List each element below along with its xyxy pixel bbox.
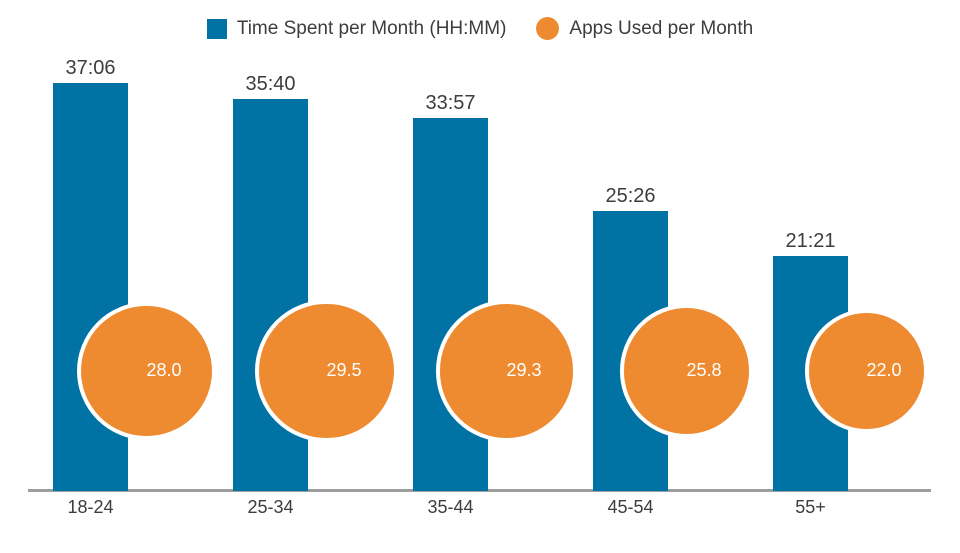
x-axis-label: 55+ [795,497,826,517]
bar-value-label: 33:57 [425,92,476,114]
bubble-value-label: 22.0 [866,360,902,381]
apps-bubble: 29.5 [255,299,398,443]
x-axis-label: 35-44 [427,497,474,517]
bubble-value-label: 29.3 [506,360,542,381]
legend-item-time-spent: Time Spent per Month (HH:MM) [206,17,507,40]
x-axis-label: 45-54 [607,497,654,517]
bubble-value-label: 28.0 [146,360,182,381]
bubble-value-label: 25.8 [686,360,722,381]
bar-series-swatch-icon [206,18,227,39]
bar-value-label: 25:26 [605,185,656,207]
bubble-series-swatch-icon [536,17,560,40]
bubble-value-label: 29.5 [326,360,362,381]
apps-bubble: 25.8 [619,304,754,438]
x-axis-label: 18-24 [67,497,114,517]
apps-bubble: 22.0 [804,309,929,433]
legend-item-apps-used: Apps Used per Month [536,17,753,40]
x-axis-label: 25-34 [247,497,294,517]
bar-value-label: 35:40 [245,73,296,95]
bar-value-label: 21:21 [785,230,836,252]
bar-value-label: 37:06 [65,57,116,79]
legend-label-time-spent: Time Spent per Month (HH:MM) [236,17,507,39]
apps-bubble: 29.3 [435,300,578,442]
legend: Time Spent per Month (HH:MM) Apps Used p… [0,17,960,40]
legend-label-apps-used: Apps Used per Month [569,17,754,39]
apps-bubble: 28.0 [77,301,216,441]
